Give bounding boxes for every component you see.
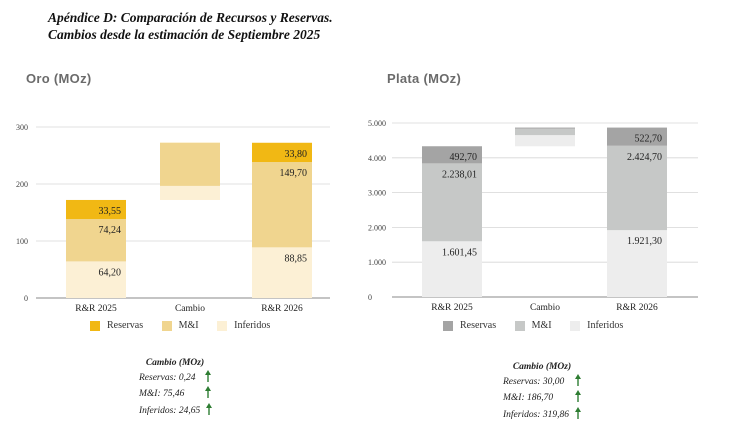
legend-label-inferidos: Inferidos (234, 320, 271, 331)
legend-label-reservas: Reservas (107, 320, 144, 331)
silver-legend: Reservas M&I Inferidos (443, 320, 639, 334)
y-tick-label: 300 (16, 123, 28, 132)
arrow-up-icon (569, 406, 581, 424)
data-label: 2.238,01 (442, 169, 477, 180)
y-tick-label: 0 (24, 294, 28, 303)
legend-swatch-inferidos (570, 320, 581, 331)
legend-swatch-reservas (443, 320, 453, 331)
bar-inferidos-2 (252, 247, 312, 298)
legend-item-inferidos: Inferidos (217, 320, 270, 331)
bar-mi-2 (252, 162, 312, 248)
change-row-mi: M&I: 75,46 (139, 386, 211, 403)
change-heading: Cambio (MOz) (145, 358, 205, 368)
bar-cambio-inferidos (160, 185, 220, 200)
data-label: 1.921,30 (627, 236, 662, 247)
silver-change-box: Cambio (MOz) Reservas: 30,00 M&I: 186,70… (503, 361, 581, 423)
data-label: 492,70 (450, 152, 478, 163)
change-row-inferidos: Inferidos: 24,65 (139, 402, 213, 420)
arrow-up-icon (199, 386, 211, 403)
y-tick-label: 4.000 (368, 154, 386, 163)
bar-inferidos-0 (66, 261, 126, 298)
silver-chart: 0 1.000 2.000 3.000 4.000 5.000 1.601,45 2.238,… (368, 119, 698, 313)
change-value: Reservas: 30,00 (503, 376, 565, 387)
change-value: M&I: 186,70 (503, 393, 554, 403)
legend-label-inferidos: Inferidos (587, 320, 624, 331)
y-tick-label: 200 (16, 180, 28, 189)
data-label: 1.601,45 (442, 247, 477, 258)
bar-mi-2 (607, 145, 667, 231)
x-category-label: R&R 2026 (261, 304, 303, 314)
y-tick-label: 5.000 (368, 119, 386, 128)
legend-item-mi: M&I (161, 320, 199, 331)
gold-change-box: Cambio (MOz) Reservas: 0,24 M&I: 75,46 I… (139, 357, 213, 420)
data-label: 33,55 (99, 206, 122, 217)
x-category-label: Cambio (175, 304, 205, 314)
arrow-up-icon (569, 373, 581, 391)
data-label: 522,70 (635, 134, 663, 145)
bar-mi-0 (66, 219, 126, 262)
x-category-label: R&R 2026 (616, 303, 658, 313)
y-tick-label: 1.000 (368, 258, 386, 267)
page-title: Apéndice D: Comparación de Recursos y Re… (48, 9, 333, 43)
bar-cambio-mi (160, 142, 220, 186)
data-label: 64,20 (99, 267, 122, 278)
bar-inferidos-2 (607, 230, 667, 297)
bar-cambio-mi (515, 128, 575, 136)
legend-label-mi: M&I (531, 320, 552, 331)
legend-label-reservas: Reservas (460, 320, 497, 331)
data-label: 74,24 (99, 225, 122, 236)
bar-reservas-0 (422, 146, 482, 164)
bar-mi-0 (422, 163, 482, 242)
legend-item-reservas: Reservas (443, 320, 496, 331)
bar-reservas-2 (607, 127, 667, 146)
legend-item-reservas: Reservas (90, 320, 143, 331)
change-value: Inferidos: 319,86 (503, 409, 569, 420)
change-value: Reservas: 0,24 (139, 372, 196, 383)
arrow-up-icon (569, 390, 581, 407)
bar-inferidos-0 (422, 241, 482, 297)
gold-chart-title: Oro (MOz) (26, 71, 92, 86)
bar-cambio-reservas (515, 127, 575, 129)
title-line-1: Apéndice D: Comparación de Recursos y Re… (48, 10, 333, 25)
gold-legend: Reservas M&I Inferidos (90, 320, 286, 334)
legend-label-mi: M&I (178, 320, 199, 331)
bar-reservas-0 (66, 199, 126, 220)
silver-chart-title: Plata (MOz) (387, 71, 462, 86)
change-value: Inferidos: 24,65 (139, 405, 201, 416)
arrow-up-icon (200, 402, 213, 420)
change-heading: Cambio (MOz) (512, 362, 572, 372)
change-row-reservas: Reservas: 30,00 (503, 373, 581, 391)
legend-item-inferidos: Inferidos (570, 320, 623, 331)
y-tick-label: 2.000 (368, 223, 386, 232)
legend-item-mi: M&I (514, 320, 552, 331)
y-tick-label: 100 (16, 237, 28, 246)
y-tick-label: 3.000 (368, 189, 386, 198)
change-value: M&I: 75,46 (139, 389, 185, 399)
x-category-label: R&R 2025 (75, 304, 117, 314)
data-label: 149,70 (280, 168, 308, 179)
x-category-label: R&R 2025 (431, 303, 473, 313)
legend-swatch-mi (514, 320, 525, 331)
bar-reservas-2 (252, 142, 312, 163)
gold-chart: 0 100 200 300 64,20 74,24 33,55 R&R 2025 Cambio 8… (16, 123, 330, 314)
change-row-reservas: Reservas: 0,24 (139, 369, 211, 387)
x-category-label: Cambio (530, 303, 560, 313)
legend-swatch-reservas (90, 320, 100, 331)
change-row-mi: M&I: 186,70 (503, 390, 581, 407)
change-row-inferidos: Inferidos: 319,86 (503, 406, 581, 424)
title-line-2: Cambios desde la estimación de Septiembr… (48, 27, 321, 42)
data-label: 2.424,70 (627, 152, 662, 163)
legend-swatch-mi (161, 320, 172, 331)
arrow-up-icon (199, 369, 211, 387)
legend-swatch-inferidos (217, 320, 228, 331)
data-label: 88,85 (285, 253, 308, 264)
bar-cambio-inferidos (515, 135, 575, 147)
data-label: 33,80 (285, 149, 308, 160)
y-tick-label: 0 (368, 293, 372, 302)
